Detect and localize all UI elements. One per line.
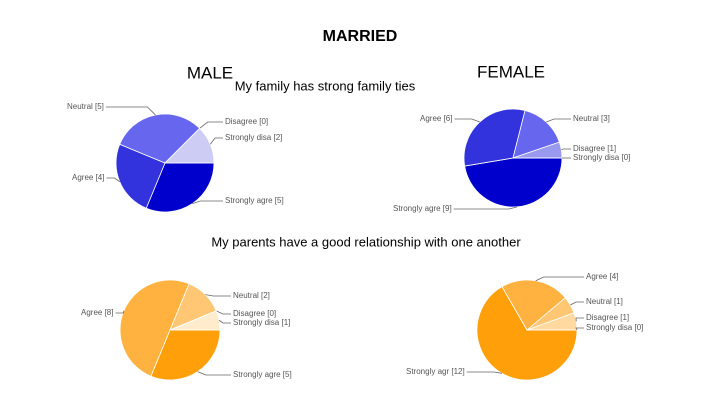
leader-line xyxy=(216,310,231,315)
pie-slice xyxy=(115,143,166,209)
slice-label: Strongly agr [12] xyxy=(406,367,465,376)
slice-label: Agree [4] xyxy=(72,173,104,182)
slice-label: Disagree [1] xyxy=(573,144,616,153)
column-title: MALE xyxy=(187,63,233,82)
slice-label: Strongly agre [9] xyxy=(393,204,452,213)
leader-line xyxy=(115,310,125,314)
leader-line xyxy=(561,148,571,151)
leader-line xyxy=(546,118,571,123)
slice-label: Agree [6] xyxy=(420,114,452,123)
pie-slice xyxy=(463,108,526,167)
leader-line xyxy=(575,327,584,331)
leader-line xyxy=(105,106,156,116)
heading: MARRIED xyxy=(323,28,398,45)
pie-slice xyxy=(150,329,221,381)
slice-label: Neutral [5] xyxy=(67,102,104,111)
slice-label: Strongly agre [5] xyxy=(225,196,284,205)
question: My parents have a good relationship with… xyxy=(211,234,521,249)
slice-label: Disagree [0] xyxy=(233,309,276,318)
leader-line xyxy=(197,371,231,376)
leader-line xyxy=(205,294,231,297)
pie-slice xyxy=(464,157,563,208)
leader-line xyxy=(570,301,584,306)
leader-line xyxy=(209,137,223,145)
slice-label: Strongly disa [0] xyxy=(573,153,630,162)
leader-line xyxy=(454,118,480,123)
leader-line xyxy=(106,177,120,183)
leader-line xyxy=(466,371,503,374)
leader-line xyxy=(218,319,231,324)
slice-label: Agree [8] xyxy=(81,308,113,317)
slice-label: Disagree [1] xyxy=(586,313,629,322)
leader-line xyxy=(575,317,584,322)
slice-label: Neutral [2] xyxy=(233,291,270,300)
pie-slice xyxy=(512,110,560,159)
slice-label: Agree [4] xyxy=(586,272,618,281)
leader-line xyxy=(535,276,584,282)
pie-slice xyxy=(501,279,566,331)
leader-line xyxy=(453,206,518,210)
slice-label: Disagree [0] xyxy=(225,117,268,126)
pie-slice xyxy=(145,162,215,213)
pie-slice xyxy=(476,286,578,381)
slice-label: Neutral [1] xyxy=(586,297,623,306)
leader-line xyxy=(192,200,223,205)
leader-line xyxy=(199,121,223,129)
slice-label: Strongly agre [5] xyxy=(233,370,292,379)
slice-label: Strongly disa [2] xyxy=(225,133,282,142)
pie-slice xyxy=(164,127,215,164)
slice-label: Neutral [3] xyxy=(573,114,610,123)
question: My family has strong family ties xyxy=(235,78,416,93)
slice-label: Strongly disa [0] xyxy=(586,323,643,332)
slice-label: Strongly disa [1] xyxy=(233,318,290,327)
pie-slice xyxy=(119,113,201,164)
column-title: FEMALE xyxy=(477,62,545,81)
